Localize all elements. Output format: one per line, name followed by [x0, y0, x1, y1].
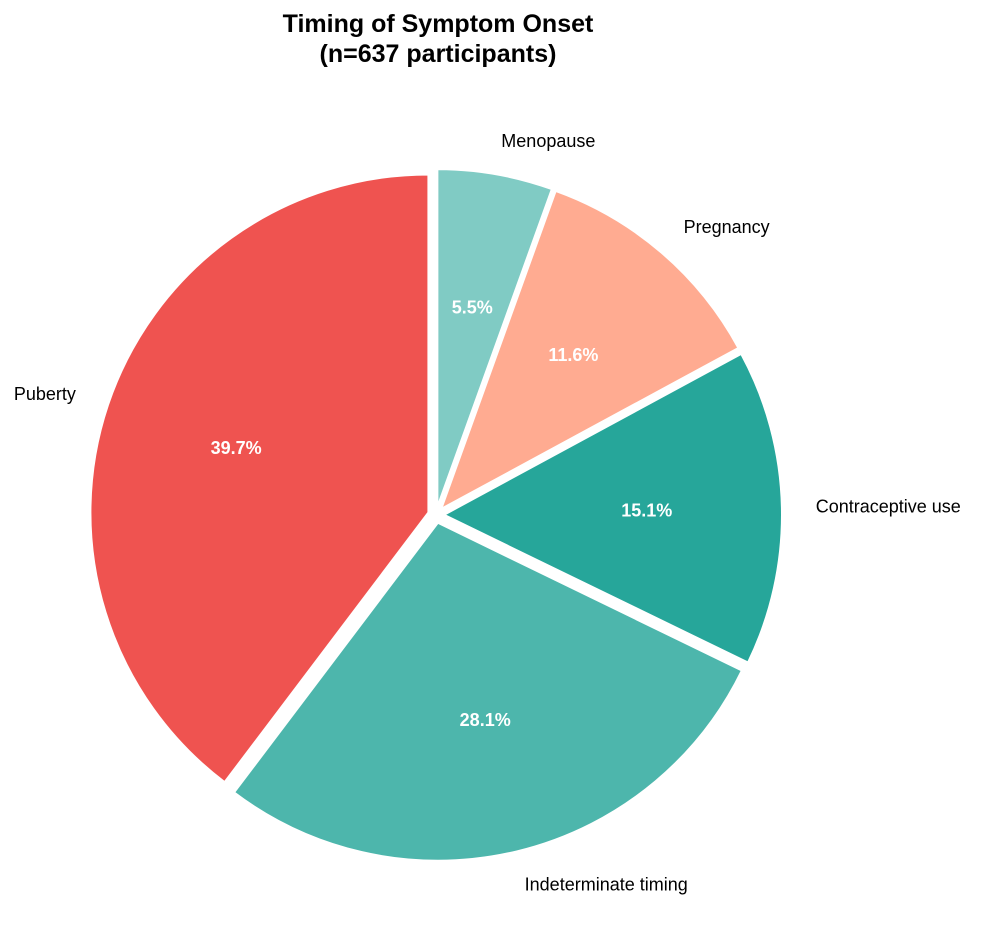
category-label-puberty: Puberty: [14, 384, 76, 404]
pct-label-menopause: 5.5%: [452, 297, 493, 317]
chart-subtitle: (n=637 participants): [320, 40, 557, 68]
slice-puberty: [89, 173, 430, 784]
pct-label-puberty: 39.7%: [211, 438, 262, 458]
pie-slices: [89, 168, 783, 862]
slice-menopause: [436, 168, 554, 508]
category-label-contraceptive-use: Contraceptive use: [816, 497, 961, 517]
category-label-menopause: Menopause: [501, 131, 595, 151]
pct-label-indeterminate-timing: 28.1%: [460, 710, 511, 730]
category-label-indeterminate-timing: Indeterminate timing: [525, 874, 688, 894]
pct-label-contraceptive-use: 15.1%: [621, 500, 672, 520]
slice-contraceptive-use: [441, 352, 783, 664]
chart-title: Timing of Symptom Onset: [283, 10, 594, 38]
slice-indeterminate-timing: [232, 521, 744, 862]
category-label-pregnancy: Pregnancy: [684, 217, 770, 237]
percent-labels: 5.5% 11.6% 15.1% 28.1% 39.7%: [211, 297, 673, 730]
slice-pregnancy: [439, 189, 740, 512]
category-labels: Menopause Pregnancy Contraceptive use Indet…: [14, 131, 961, 894]
pct-label-pregnancy: 11.6%: [548, 345, 598, 365]
